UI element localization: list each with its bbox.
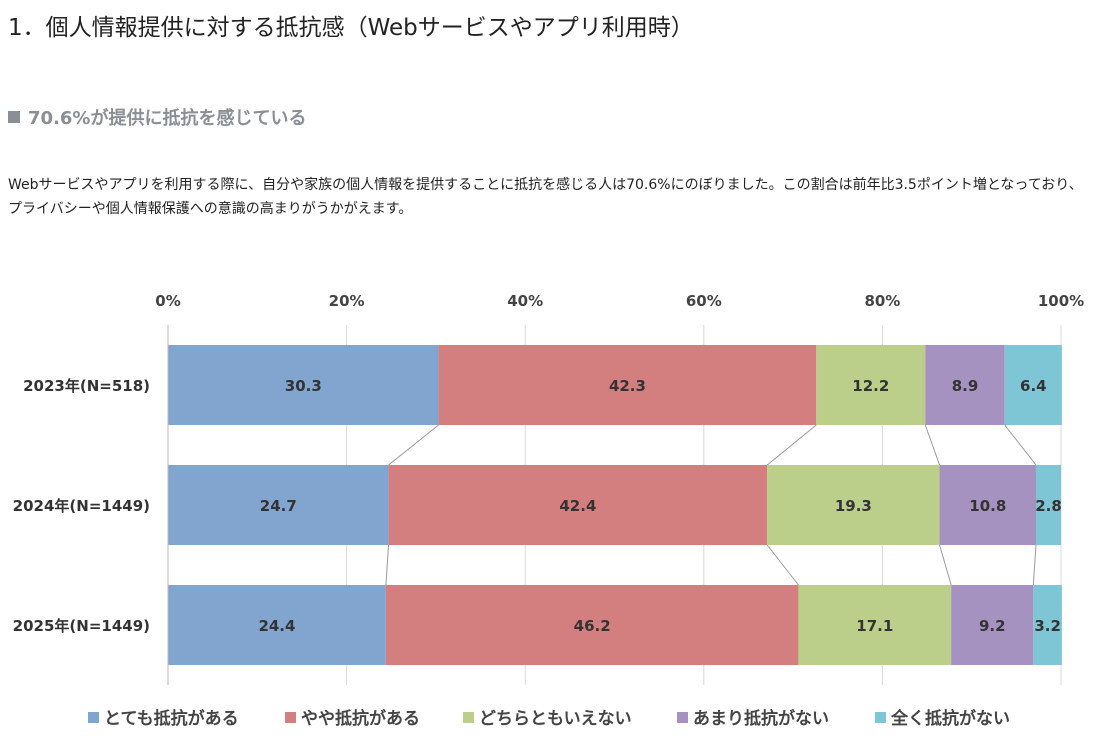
connector-line [1004,424,1037,466]
connector-line [388,424,439,466]
data-label: 9.2 [979,617,1006,635]
connector-line [385,544,390,586]
connector-line [939,544,952,586]
legend-swatch [875,712,886,723]
data-label: 19.3 [835,497,872,515]
connector-line [1032,544,1037,586]
bar-segment [388,465,768,545]
category-label: 2023年(N=518) [23,377,150,395]
legend-label: どちらともいえない [479,709,632,729]
square-bullet-icon [8,111,20,123]
category-label: 2024年(N=1449) [13,497,150,515]
legend-label: やや抵抗がある [301,708,420,729]
data-label: 17.1 [856,617,893,635]
data-label: 8.9 [952,377,979,395]
connector-line [766,544,799,586]
data-label: 12.2 [852,377,889,395]
data-label: 6.4 [1020,377,1047,395]
bar-segment [168,585,386,665]
category-label: 2025年(N=1449) [13,617,150,635]
data-label: 42.4 [559,497,596,515]
data-label: 3.2 [1034,617,1061,635]
bar-segment [925,345,1005,425]
connector-line [766,424,817,466]
legend-swatch [463,712,474,723]
data-label: 42.3 [609,377,646,395]
section-subtitle: 70.6%が提供に抵抗を感じている [8,104,306,130]
bar-segment [816,345,926,425]
bar-segment [1004,345,1062,425]
bar-segment [1033,585,1062,665]
bar-segment [767,465,940,545]
bar-segment [385,585,799,665]
legend-label: あまり抵抗がない [693,708,829,729]
data-label: 2.8 [1035,497,1062,515]
bar-segment [951,585,1034,665]
data-label: 24.4 [258,617,295,635]
x-tick-label: 80% [864,292,900,310]
legend-swatch [285,712,296,723]
legend-swatch [677,712,688,723]
data-label: 30.3 [285,377,322,395]
bar-segment [798,585,952,665]
bar-segment [939,465,1036,545]
x-tick-label: 40% [507,292,543,310]
legend-label: 全く抵抗がない [890,708,1010,729]
data-label: 24.7 [260,497,297,515]
connector-line [924,424,941,466]
legend-label: とても抵抗がある [104,708,239,729]
x-tick-label: 100% [1038,292,1084,310]
x-tick-label: 60% [686,292,722,310]
x-tick-label: 0% [155,292,180,310]
bar-segment [168,465,389,545]
bar-segment [1035,465,1061,545]
subtitle-text: 70.6%が提供に抵抗を感じている [28,108,307,129]
body-text: Webサービスやアプリを利用する際に、自分や家族の個人情報を提供することに抵抗を… [8,177,1083,217]
bar-segment [438,345,817,425]
data-label: 10.8 [969,497,1006,515]
legend-swatch [88,712,99,723]
page-title: 1．個人情報提供に対する抵抗感（Webサービスやアプリ利用時） [8,15,694,41]
x-tick-label: 20% [329,292,365,310]
data-label: 46.2 [574,617,611,635]
bar-segment [168,345,439,425]
